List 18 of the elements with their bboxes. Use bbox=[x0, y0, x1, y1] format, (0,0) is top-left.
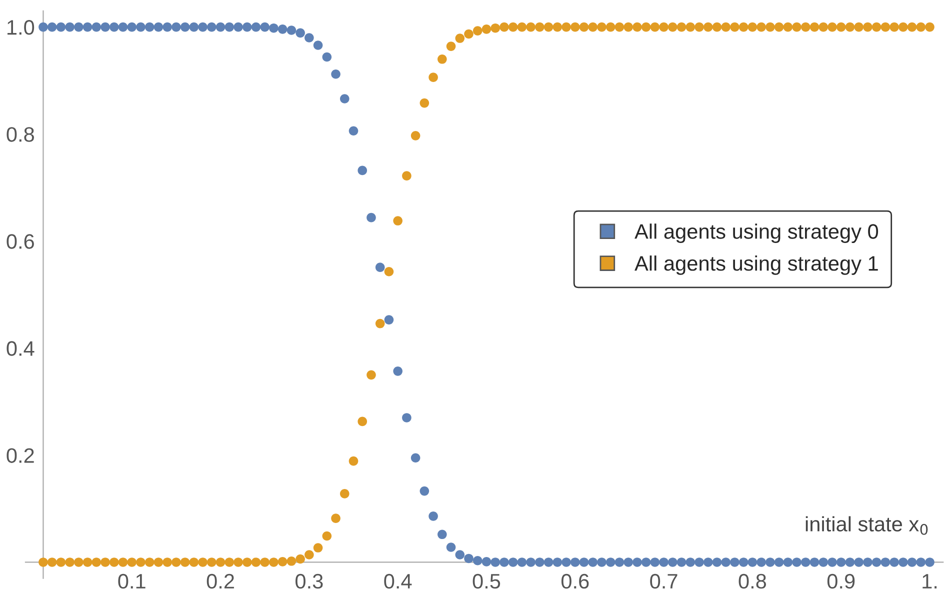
x-tick-label: 1. bbox=[922, 574, 937, 588]
x-tick-label: 0.2 bbox=[206, 574, 234, 589]
x-tick-label: 0.7 bbox=[650, 574, 678, 589]
x-tick-label: 0.4 bbox=[384, 574, 412, 589]
x-tick-label: 0.9 bbox=[827, 574, 855, 589]
legend-label: All agents using strategy 1 bbox=[634, 255, 878, 275]
legend-label: All agents using strategy 0 bbox=[634, 224, 878, 243]
x-tick-label: 0.3 bbox=[296, 574, 323, 589]
y-tick-label: 1.0 bbox=[8, 20, 34, 35]
x-tick-label: 0.1 bbox=[118, 574, 146, 589]
y-tick-label: 0.8 bbox=[6, 127, 34, 142]
y-tick-label: 0.4 bbox=[6, 341, 34, 356]
x-tick-label: 0.8 bbox=[738, 574, 766, 589]
y-tick-label: 0.6 bbox=[6, 234, 34, 249]
x-tick-label: 0.6 bbox=[561, 574, 589, 589]
x-tick-label: 0.5 bbox=[472, 574, 500, 589]
y-tick-label: 0.2 bbox=[6, 448, 34, 463]
x-axis-title: initial state x$_{0}$ bbox=[806, 516, 928, 535]
